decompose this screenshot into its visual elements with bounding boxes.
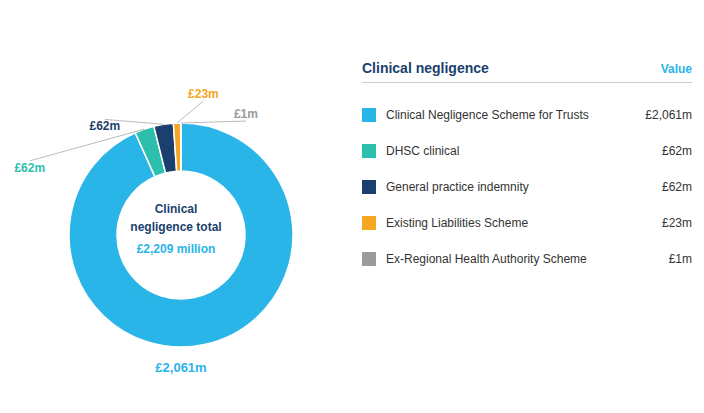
svg-text:£62m: £62m <box>89 119 120 133</box>
svg-text:£62m: £62m <box>14 161 45 175</box>
html-text:£62m: £62m <box>662 144 692 158</box>
html-text:Clinical negligence: Clinical negligence <box>362 60 489 76</box>
html-text:DHSC clinical: DHSC clinical <box>386 144 460 158</box>
html-text:£2,209 million: £2,209 million <box>136 242 216 256</box>
html-text:£23m: £23m <box>662 216 692 230</box>
html-text:negligence total: negligence total <box>130 220 222 234</box>
html-text:Existing Liabilities Scheme: Existing Liabilities Scheme <box>386 216 529 230</box>
html-text:Ex-Regional Health Authority S: Ex-Regional Health Authority Scheme <box>386 252 587 266</box>
html-text:Clinical Negligence Scheme for: Clinical Negligence Scheme for Trusts <box>386 108 589 122</box>
html-text:£1m: £1m <box>668 252 692 266</box>
html-text:Clinical: Clinical <box>154 202 198 216</box>
html-text:£62m: £62m <box>662 180 692 194</box>
html-text:£2,061m: £2,061m <box>645 108 692 122</box>
html-text:Value: Value <box>660 62 692 76</box>
svg-text:£23m: £23m <box>188 87 219 101</box>
svg-text:£2,061m: £2,061m <box>155 360 206 375</box>
html-text:General practice indemnity: General practice indemnity <box>386 180 529 194</box>
svg-text:£1m: £1m <box>234 107 258 121</box>
